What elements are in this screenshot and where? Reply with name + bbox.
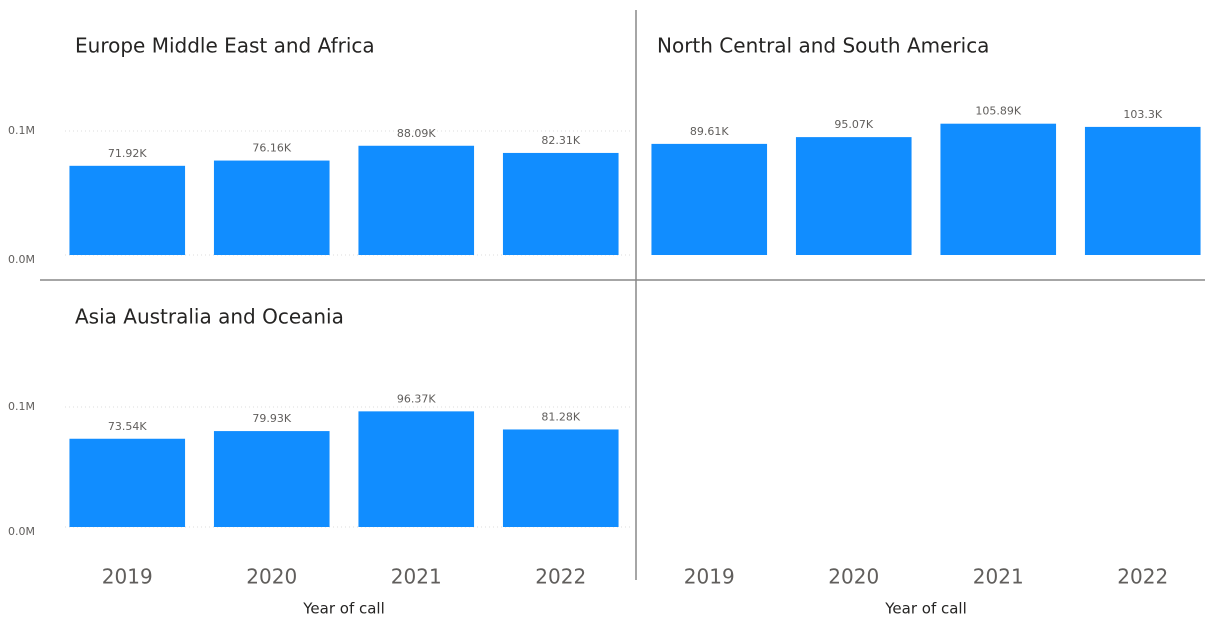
y-tick-label: 0.0M	[8, 525, 35, 538]
data-label: 103.3K	[1123, 108, 1162, 121]
y-tick-label: 0.0M	[8, 253, 35, 266]
bar	[1084, 126, 1201, 256]
x-tick-label: 2021	[391, 565, 442, 589]
data-label: 81.28K	[541, 410, 580, 423]
bar	[213, 431, 330, 527]
data-label: 96.37K	[397, 392, 436, 405]
bar	[940, 123, 1057, 255]
x-axis-label: Year of call	[884, 600, 967, 618]
bar	[69, 438, 186, 527]
data-label: 88.09K	[397, 127, 436, 140]
data-label: 89.61K	[690, 125, 729, 138]
bar	[358, 411, 475, 527]
data-label: 71.92K	[108, 147, 147, 160]
panel-title: North Central and South America	[657, 34, 989, 58]
bar	[358, 145, 475, 255]
x-axis-label: Year of call	[302, 600, 385, 618]
x-tick-label: 2020	[246, 565, 297, 589]
bar	[651, 143, 768, 255]
bar	[795, 137, 912, 255]
data-label: 76.16K	[252, 142, 291, 155]
data-label: 73.54K	[108, 420, 147, 433]
bar	[502, 152, 619, 255]
bar	[213, 160, 330, 255]
x-tick-label: 2022	[1117, 565, 1168, 589]
x-tick-label: 2021	[973, 565, 1024, 589]
panel-title: Asia Australia and Oceania	[75, 305, 344, 329]
x-tick-label: 2019	[102, 565, 153, 589]
y-tick-label: 0.1M	[8, 400, 35, 413]
x-tick-label: 2019	[684, 565, 735, 589]
data-label: 95.07K	[834, 118, 873, 131]
data-label: 105.89K	[975, 105, 1021, 118]
data-label: 82.31K	[541, 134, 580, 147]
bar	[69, 165, 186, 255]
x-tick-label: 2020	[828, 565, 879, 589]
y-tick-label: 0.1M	[8, 124, 35, 137]
x-tick-label: 2022	[535, 565, 586, 589]
panel-title: Europe Middle East and Africa	[75, 34, 375, 58]
data-label: 79.93K	[252, 412, 291, 425]
bar	[502, 429, 619, 527]
